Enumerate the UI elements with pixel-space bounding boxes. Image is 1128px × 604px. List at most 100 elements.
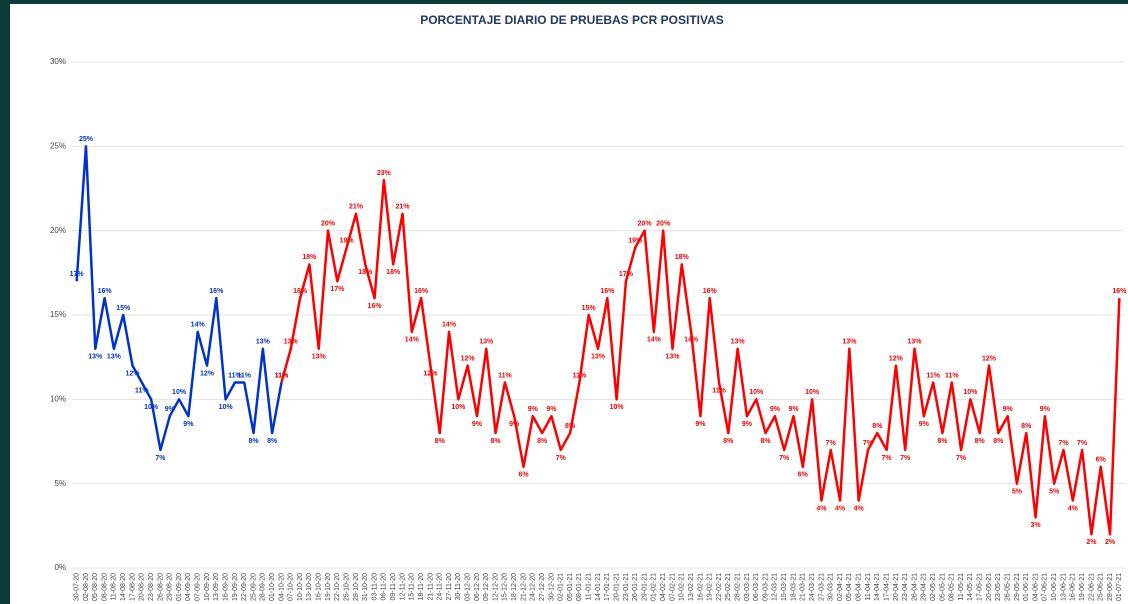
x-tick-label: 16-10-20 xyxy=(316,573,323,601)
data-label: 13% xyxy=(479,339,494,346)
x-tick-label: 22-09-20 xyxy=(241,573,248,601)
x-tick-label: 09-03-21 xyxy=(762,573,769,601)
data-label: 18% xyxy=(302,254,317,261)
data-label: 16% xyxy=(209,288,224,295)
x-tick-label: 05-04-21 xyxy=(846,573,853,601)
data-label: 9% xyxy=(472,421,483,428)
x-tick-label: 20-05-21 xyxy=(986,573,993,601)
x-tick-label: 03-03-21 xyxy=(744,573,751,601)
data-label: 11% xyxy=(275,372,289,379)
data-label: 11% xyxy=(228,372,242,379)
data-label: 9% xyxy=(165,406,176,413)
x-tick-label: 29-04-21 xyxy=(921,573,928,601)
x-tick-label: 04-06-21 xyxy=(1032,573,1039,601)
data-label: 14% xyxy=(647,337,662,344)
chart-title: PORCENTAJE DIARIO DE PRUEBAS PCR POSITIV… xyxy=(420,13,724,27)
x-tick-label: 23-05-21 xyxy=(995,573,1002,601)
x-tick-label: 01-07-21 xyxy=(1116,573,1123,601)
data-label: 8% xyxy=(537,438,548,445)
data-label: 13% xyxy=(665,354,680,361)
data-label: 11% xyxy=(573,372,587,379)
data-label: 8% xyxy=(975,438,986,445)
data-label: 5% xyxy=(1049,489,1060,496)
x-tick-label: 14-08-20 xyxy=(120,573,127,601)
x-tick-label: 25-06-21 xyxy=(1098,573,1105,601)
data-label: 16% xyxy=(414,288,429,295)
data-label: 7% xyxy=(900,455,911,462)
data-label: 11% xyxy=(945,372,959,379)
x-tick-label: 01-02-21 xyxy=(651,573,658,601)
data-label: 15% xyxy=(116,305,131,312)
data-label: 10% xyxy=(749,389,764,396)
data-label: 19% xyxy=(628,237,643,244)
x-tick-label: 05-01-21 xyxy=(567,573,574,601)
x-tick-label: 02-08-20 xyxy=(83,573,90,601)
x-tick-label: 13-06-21 xyxy=(1060,573,1067,601)
data-label: 20% xyxy=(656,221,671,228)
data-label: 8% xyxy=(723,438,734,445)
data-label: 14% xyxy=(442,322,457,329)
x-tick-label: 18-12-20 xyxy=(511,573,518,601)
data-label: 5% xyxy=(1012,489,1023,496)
data-label: 19% xyxy=(340,237,355,244)
x-tick-label: 12-03-21 xyxy=(772,573,779,601)
x-tick-label: 11-01-21 xyxy=(586,573,593,601)
data-label: 9% xyxy=(788,406,799,413)
x-tick-label: 30-12-20 xyxy=(548,573,555,601)
data-label: 8% xyxy=(491,438,502,445)
x-tick-label: 26-05-21 xyxy=(1004,573,1011,601)
data-label: 9% xyxy=(770,406,781,413)
data-label: 4% xyxy=(854,505,865,512)
data-label: 11% xyxy=(712,387,726,394)
x-tick-label: 21-12-20 xyxy=(520,573,527,601)
x-tick-label: 30-11-20 xyxy=(455,573,462,601)
data-label: 12% xyxy=(889,355,904,362)
data-label: 13% xyxy=(256,339,271,346)
y-tick-label: 5% xyxy=(54,479,66,488)
x-tick-label: 07-02-21 xyxy=(669,573,676,601)
data-label: 12% xyxy=(461,355,476,362)
data-label: 13% xyxy=(284,339,299,346)
x-tick-label: 17-08-20 xyxy=(129,573,136,601)
data-label: 13% xyxy=(591,354,606,361)
x-tick-label: 10-06-21 xyxy=(1051,573,1058,601)
x-tick-label: 16-02-21 xyxy=(697,573,704,601)
data-label: 10% xyxy=(451,404,466,411)
x-tick-label: 10-10-20 xyxy=(297,573,304,601)
data-label: 21% xyxy=(395,204,410,211)
data-label: 13% xyxy=(731,339,746,346)
data-label: 16% xyxy=(98,288,113,295)
x-tick-label: 22-06-21 xyxy=(1088,573,1095,601)
x-tick-label: 27-11-20 xyxy=(446,573,453,601)
data-label: 12% xyxy=(200,370,215,377)
data-label: 7% xyxy=(556,455,567,462)
x-tick-label: 07-10-20 xyxy=(288,573,295,601)
x-tick-label: 22-02-21 xyxy=(716,573,723,601)
data-label: 11% xyxy=(237,372,251,379)
data-label: 10% xyxy=(144,404,159,411)
x-tick-label: 24-11-20 xyxy=(437,573,444,601)
x-tick-label: 15-03-21 xyxy=(781,573,788,601)
y-tick-label: 0% xyxy=(54,563,66,572)
data-label: 13% xyxy=(88,354,103,361)
data-label: 2% xyxy=(1086,539,1097,546)
x-tick-label: 29-08-20 xyxy=(167,573,174,601)
x-tick-label: 07-06-21 xyxy=(1042,573,1049,601)
x-tick-label: 30-07-20 xyxy=(73,573,80,601)
x-tick-label: 08-04-21 xyxy=(856,573,863,601)
data-label: 20% xyxy=(321,221,336,228)
data-label: 4% xyxy=(816,505,827,512)
data-label: 10% xyxy=(219,404,234,411)
data-label: 15% xyxy=(582,305,597,312)
x-tick-label: 27-03-21 xyxy=(818,573,825,601)
data-label: 25% xyxy=(79,136,94,143)
data-label: 21% xyxy=(349,204,364,211)
x-tick-label: 06-12-20 xyxy=(474,573,481,601)
x-tick-label: 12-12-20 xyxy=(492,573,499,601)
data-label: 9% xyxy=(1003,406,1014,413)
data-label: 9% xyxy=(183,421,194,428)
data-label: 12% xyxy=(126,370,141,377)
x-tick-label: 20-04-21 xyxy=(893,573,900,601)
x-tick-label: 26-08-20 xyxy=(157,573,164,601)
